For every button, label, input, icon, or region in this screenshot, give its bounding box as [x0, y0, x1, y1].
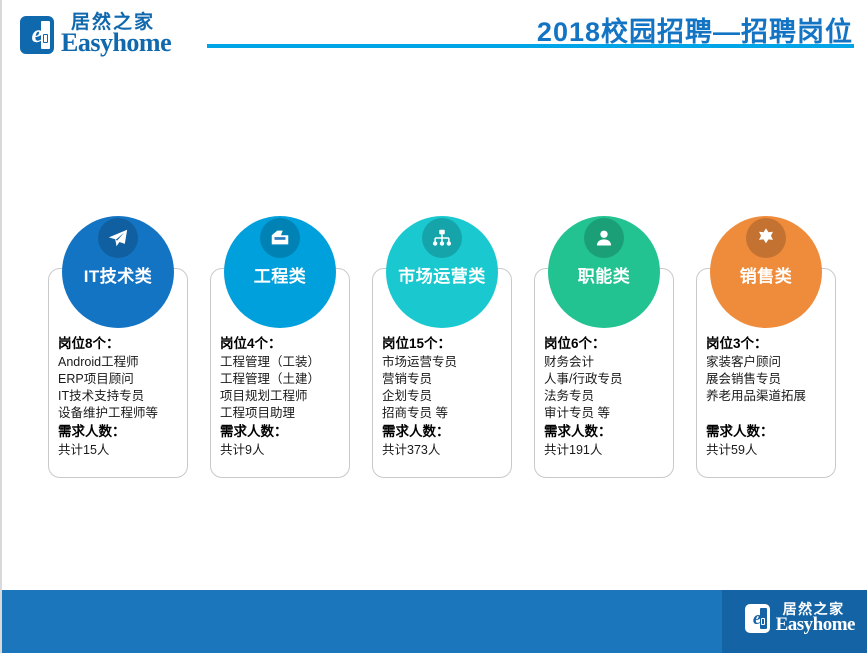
page-title: 2018校园招聘—招聘岗位	[536, 17, 853, 47]
job-category-card[interactable]: IT技术类岗位8个： Android工程师 ERP项目顾问 IT技术支持专员 设备维护工…	[48, 216, 188, 486]
job-category-cards: IT技术类岗位8个： Android工程师 ERP项目顾问 IT技术支持专员 设备维护工…	[48, 216, 838, 486]
paper-plane-icon	[98, 218, 138, 258]
brand-name-en: Easyhome	[61, 28, 172, 57]
job-category-card[interactable]: 职能类岗位6个： 财务会计人事/行政专员 法务专员审计专员 等需求人数： 共计191人	[534, 216, 674, 486]
positions-count-heading: 岗位4个：	[220, 336, 282, 351]
position-list-item: 营销专员	[382, 372, 433, 386]
position-list-item: 市场运营专员	[382, 355, 458, 369]
brand-logo-text: 居然之家 Easyhome	[61, 12, 172, 57]
card-body: 岗位15个： 市场运营专员 营销专员企划专员招商专员 等需求人数： 共计373人	[382, 334, 510, 459]
job-category-card[interactable]: 工程类岗位4个： 工程管理（工装） 工程管理（土建） 项目规划工程师 工程项目助理 需求人…	[210, 216, 350, 486]
position-list-item: 人事/行政专员	[544, 372, 623, 386]
card-body: 岗位3个： 家装客户顾问 展会销售专员养老用品渠道拓展 需求人数： 共计59人	[706, 334, 834, 459]
positions-count-heading: 岗位6个：	[544, 336, 606, 351]
position-list-item: 法务专员	[544, 389, 595, 403]
category-label: IT技术类	[83, 267, 153, 286]
positions-count-heading: 岗位15个：	[382, 336, 452, 351]
positions-count-heading: 岗位3个：	[706, 336, 768, 351]
position-list-item: 养老用品渠道拓展	[706, 389, 807, 403]
position-list-item: 招商专员 等	[382, 406, 448, 420]
footer-brand-logo: e 居然之家 Easyhome	[744, 601, 856, 635]
positions-count-heading: 岗位8个：	[58, 336, 120, 351]
logo-slot-shape	[41, 20, 50, 49]
demand-total: 共计9人	[220, 443, 265, 457]
demand-total: 共计191人	[544, 443, 603, 457]
category-bubble[interactable]: 销售类	[710, 216, 822, 328]
slide-header: e 居然之家 Easyhome 2018校园招聘—招聘岗位	[2, 0, 867, 74]
demand-heading: 需求人数：	[544, 424, 612, 439]
category-label: 市场运营类	[398, 267, 486, 286]
category-bubble[interactable]: 职能类	[548, 216, 660, 328]
position-list-item: ERP项目顾问	[58, 372, 134, 386]
position-list-item: 工程项目助理	[220, 406, 296, 420]
position-list-item: IT技术支持专员	[58, 389, 145, 403]
demand-heading: 需求人数：	[58, 424, 126, 439]
footer-brand-logo-text: 居然之家 Easyhome	[775, 601, 856, 635]
position-list-item: 家装客户顾问	[706, 355, 782, 369]
job-category-card[interactable]: 市场运营类岗位15个： 市场运营专员 营销专员企划专员招商专员 等需求人数： 共计37…	[372, 216, 512, 486]
slide-footer: e 居然之家 Easyhome	[2, 590, 867, 653]
brand-logo: e 居然之家 Easyhome	[20, 12, 172, 57]
demand-total: 共计15人	[58, 443, 110, 457]
logo-letter-e: e	[752, 607, 762, 629]
category-bubble[interactable]: IT技术类	[62, 216, 174, 328]
header-divider-rule	[207, 44, 854, 48]
category-label: 职能类	[577, 267, 631, 286]
category-bubble[interactable]: 市场运营类	[386, 216, 498, 328]
user-icon	[584, 218, 624, 258]
position-list-item: 财务会计	[544, 355, 595, 369]
position-list-item: 项目规划工程师	[220, 389, 308, 403]
star-badge-icon	[746, 218, 786, 258]
demand-heading: 需求人数：	[706, 424, 774, 439]
easyhome-e-logo-icon: e	[20, 15, 54, 54]
position-list-item: 企划专员	[382, 389, 433, 403]
brand-name-cn: 居然之家	[71, 12, 156, 33]
job-category-card[interactable]: 销售类岗位3个： 家装客户顾问 展会销售专员养老用品渠道拓展 需求人数： 共计59人	[696, 216, 836, 486]
open-folder-icon	[260, 218, 300, 258]
card-body: 岗位4个： 工程管理（工装） 工程管理（土建） 项目规划工程师 工程项目助理 需求人数： 共…	[220, 334, 348, 459]
card-body: 岗位6个： 财务会计人事/行政专员 法务专员审计专员 等需求人数： 共计191人	[544, 334, 672, 459]
category-label: 销售类	[739, 267, 793, 286]
list-spacer	[706, 405, 834, 422]
card-body: 岗位8个： Android工程师 ERP项目顾问 IT技术支持专员 设备维护工程师等 需求…	[58, 334, 186, 459]
position-list-item: Android工程师	[58, 355, 139, 369]
position-list-item: 审计专员 等	[544, 406, 610, 420]
position-list-item: 设备维护工程师等	[58, 406, 159, 420]
demand-heading: 需求人数：	[382, 424, 450, 439]
demand-total: 共计59人	[706, 443, 758, 457]
category-label: 工程类	[253, 267, 307, 286]
org-chart-icon	[422, 218, 462, 258]
position-list-item: 工程管理（工装）	[220, 355, 321, 369]
logo-letter-e: e	[31, 20, 43, 48]
footer-brand-name-en: Easyhome	[775, 614, 856, 635]
easyhome-e-logo-icon: e	[744, 603, 770, 633]
footer-brand-name-cn: 居然之家	[782, 601, 845, 617]
position-list-item: 展会销售专员	[706, 372, 782, 386]
logo-slot-shape	[759, 607, 767, 629]
demand-heading: 需求人数：	[220, 424, 288, 439]
demand-total: 共计373人	[382, 443, 441, 457]
category-bubble[interactable]: 工程类	[224, 216, 336, 328]
position-list-item: 工程管理（土建）	[220, 372, 321, 386]
